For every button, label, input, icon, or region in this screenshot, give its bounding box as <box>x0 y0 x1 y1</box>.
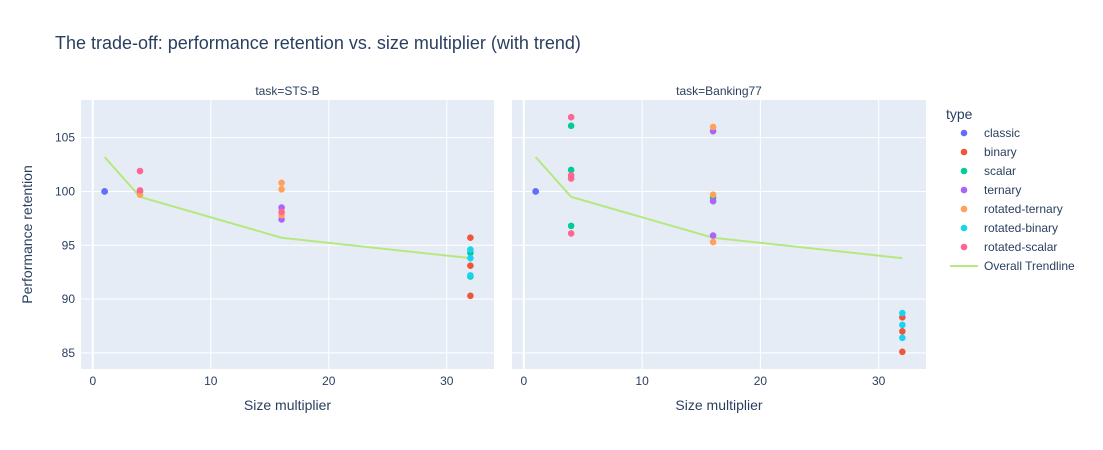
y-tick-label: 95 <box>62 238 76 252</box>
point-rotated-binary <box>467 272 474 279</box>
point-scalar <box>567 222 575 230</box>
x-tick-label: 30 <box>440 374 454 388</box>
legend-title: type <box>946 106 973 122</box>
trendline <box>103 156 471 260</box>
legend-marker-rotated-binary <box>960 224 968 232</box>
point-rotated-scalar <box>136 167 144 175</box>
point-binary <box>899 348 906 356</box>
legend-marker-ternary <box>960 186 968 194</box>
point-rotated-binary <box>467 254 474 262</box>
point-rotated-binary <box>899 334 906 342</box>
facet-label: task=Banking77 <box>676 84 762 98</box>
legend-marker-binary <box>960 148 968 156</box>
y-tick-label: 105 <box>55 131 75 145</box>
point-rotated-scalar <box>567 175 575 182</box>
plot-area-0 <box>81 100 494 369</box>
point-rotated-ternary <box>709 238 717 246</box>
y-axis-title: Performance retention <box>19 165 35 304</box>
point-binary <box>467 262 474 270</box>
x-tick-label: 0 <box>89 374 96 388</box>
x-tick-label: 20 <box>754 374 768 388</box>
point-binary <box>467 292 474 300</box>
point-ternary <box>709 197 717 205</box>
x-tick-label: 30 <box>872 374 886 388</box>
x-axis-title: Size multiplier <box>244 397 331 413</box>
x-tick-label: 10 <box>635 374 649 388</box>
point-binary <box>467 234 474 242</box>
legend-label: binary <box>984 145 1017 159</box>
facet-label: task=STS-B <box>255 84 319 98</box>
trendline <box>534 156 903 260</box>
legend-label: rotated-binary <box>984 221 1058 235</box>
point-binary <box>899 328 906 335</box>
legend-label: rotated-scalar <box>984 240 1057 254</box>
point-rotated-ternary <box>709 191 717 198</box>
point-rotated-binary <box>899 309 906 317</box>
legend-marker-scalar <box>960 167 968 175</box>
point-classic <box>532 188 539 195</box>
legend-label: ternary <box>984 183 1021 197</box>
x-tick-label: 20 <box>322 374 336 388</box>
x-axis-title: Size multiplier <box>675 397 762 413</box>
point-scalar <box>567 166 575 174</box>
chart-title: The trade-off: performance retention vs.… <box>55 33 581 53</box>
y-tick-label: 90 <box>62 292 76 306</box>
point-rotated-binary <box>899 321 906 329</box>
legend-label: classic <box>984 126 1020 140</box>
point-scalar <box>567 122 575 130</box>
point-classic <box>101 188 108 195</box>
x-tick-label: 0 <box>520 374 527 388</box>
point-rotated-scalar <box>567 230 575 237</box>
point-rotated-ternary <box>278 179 285 187</box>
legend-marker-rotated-scalar <box>960 243 968 251</box>
y-tick-label: 100 <box>55 184 75 198</box>
point-ternary <box>709 232 717 239</box>
legend-label: rotated-ternary <box>984 202 1063 216</box>
legend-label: scalar <box>984 164 1016 178</box>
legend-marker-rotated-ternary <box>960 205 968 213</box>
point-rotated-ternary <box>278 186 285 193</box>
plot-area-1 <box>512 100 926 369</box>
x-tick-label: 10 <box>204 374 218 388</box>
point-rotated-scalar <box>136 187 144 194</box>
y-tick-label: 85 <box>62 346 76 360</box>
point-rotated-scalar <box>567 113 575 121</box>
point-rotated-ternary <box>709 123 717 131</box>
legend-label: Overall Trendline <box>984 259 1075 273</box>
legend-marker-classic <box>960 129 968 137</box>
point-rotated-binary <box>467 246 474 253</box>
point-rotated-scalar <box>278 208 285 216</box>
